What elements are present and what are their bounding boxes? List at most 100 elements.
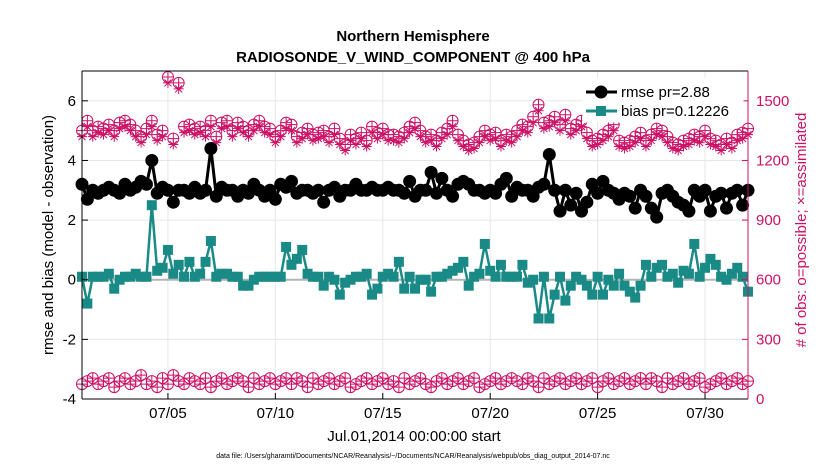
bias-point: [522, 277, 533, 288]
rmse-point: [623, 189, 637, 203]
bias-point: [248, 274, 259, 285]
possible-obs-lower-point: [161, 378, 174, 391]
rmse-point: [703, 204, 717, 218]
bias-point: [345, 274, 356, 285]
possible-obs-lower-point-cross: [151, 381, 163, 393]
bias-point: [640, 259, 651, 270]
bias-point: [238, 280, 249, 291]
rmse-point: [435, 171, 449, 185]
assimilated-obs-point: [646, 135, 657, 146]
possible-obs-lower-point-cross: [103, 372, 115, 384]
rmse-point: [639, 189, 653, 203]
bias-point: [495, 259, 506, 270]
assimilated-obs-point: [732, 135, 743, 146]
bias-point: [614, 268, 625, 279]
bias-point: [281, 241, 292, 252]
assimilated-obs-point: [474, 137, 485, 148]
bias-point: [243, 280, 254, 291]
assimilated-obs-point: [479, 131, 490, 142]
bias-point: [157, 262, 168, 273]
assimilated-obs-point: [281, 123, 292, 134]
bias-point: [565, 280, 576, 291]
assimilated-obs-point: [377, 129, 388, 140]
bias-point: [436, 271, 447, 282]
assimilated-obs-point: [399, 133, 410, 144]
assimilated-obs-point: [463, 145, 474, 156]
assimilated-obs-point: [222, 121, 233, 132]
bias-point: [377, 271, 388, 282]
rmse-point: [730, 183, 744, 197]
bias-point: [576, 274, 587, 285]
bias-point: [87, 271, 98, 282]
bias-point: [630, 292, 641, 303]
assimilated-obs-point: [624, 141, 635, 152]
possible-obs-lower-point-cross: [302, 381, 314, 393]
bias-point: [189, 271, 200, 282]
bias-point: [694, 271, 705, 282]
bias-point: [506, 271, 517, 282]
assimilated-obs-point: [560, 115, 571, 126]
bias-point: [651, 262, 662, 273]
rmse-point: [199, 183, 213, 197]
assimilated-obs-point: [737, 133, 748, 144]
rmse-point: [284, 174, 298, 188]
bias-point: [179, 271, 190, 282]
bias-point: [528, 274, 539, 285]
legend-rmse-marker: [594, 85, 608, 99]
x-tick-label: 07/20: [471, 405, 509, 422]
assimilated-obs-point: [152, 135, 163, 146]
possible-obs-lower-point: [392, 381, 405, 394]
assimilated-obs-point: [447, 121, 458, 132]
bias-point: [426, 286, 437, 297]
y-tick-label-right: 1500: [756, 93, 789, 110]
assimilated-obs-point: [721, 139, 732, 150]
assimilated-obs-point: [651, 129, 662, 140]
bias-point: [275, 271, 286, 282]
assimilated-obs-point: [211, 137, 222, 148]
bias-point: [737, 271, 748, 282]
possible-obs-lower-point-cross: [135, 369, 147, 381]
assimilated-obs-point: [657, 131, 668, 142]
assimilated-obs-point: [141, 129, 152, 140]
bias-point: [361, 268, 372, 279]
assimilated-obs-point: [485, 135, 496, 146]
rmse-point: [698, 183, 712, 197]
bias-point: [646, 271, 657, 282]
assimilated-obs-point: [243, 131, 254, 142]
possible-obs-lower-point-cross: [468, 372, 480, 384]
x-tick-label: 07/15: [364, 405, 402, 422]
assimilated-obs-point: [415, 131, 426, 142]
bias-point: [200, 256, 211, 267]
bias-point: [452, 262, 463, 273]
assimilated-obs-point: [270, 137, 281, 148]
possible-obs-lower-point-cross: [200, 372, 212, 384]
possible-obs-lower-point-cross: [393, 381, 405, 393]
rmse-point: [429, 186, 443, 200]
bias-point: [109, 283, 120, 294]
bias-point: [447, 265, 458, 276]
bias-point: [479, 238, 490, 249]
assimilated-obs-point: [216, 123, 227, 134]
bias-point: [291, 253, 302, 264]
x-tick-label: 07/25: [579, 405, 617, 422]
possible-obs-lower-point: [693, 372, 706, 385]
possible-obs-lower-point-cross: [533, 381, 545, 393]
assimilated-obs-point: [597, 135, 608, 146]
bias-point: [490, 271, 501, 282]
assimilated-obs-point: [630, 137, 641, 148]
bias-point: [571, 271, 582, 282]
bias-point: [205, 235, 216, 246]
rmse-point: [542, 147, 556, 161]
possible-obs-lower-point-cross: [694, 372, 706, 384]
assimilated-obs-point: [345, 135, 356, 146]
bias-point: [501, 271, 512, 282]
bias-point: [538, 271, 549, 282]
bias-point: [146, 200, 157, 211]
legend-bias-label: bias pr=0.12226: [621, 103, 729, 120]
axes: [81, 70, 749, 400]
possible-obs-lower-point-cross: [339, 372, 351, 384]
bias-point: [184, 256, 195, 267]
assimilated-obs-point: [200, 131, 211, 142]
bias-point: [195, 268, 206, 279]
